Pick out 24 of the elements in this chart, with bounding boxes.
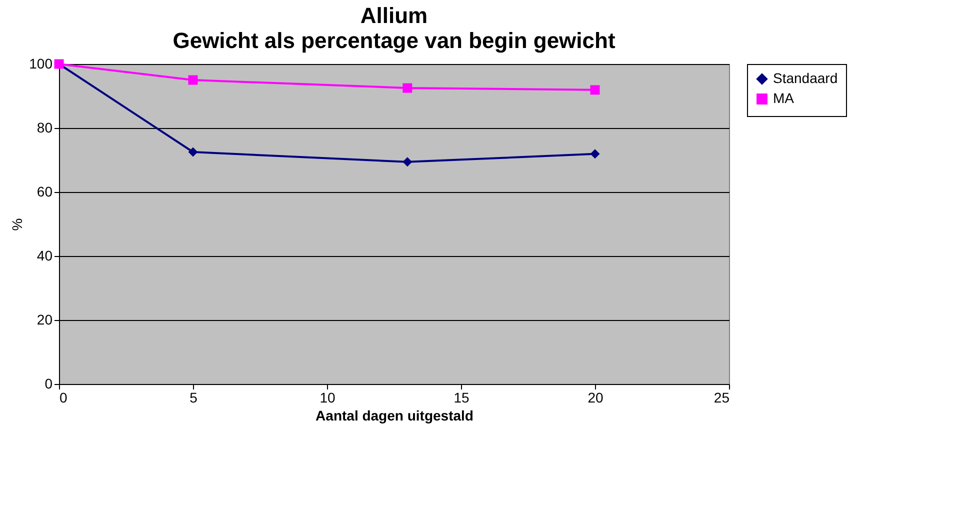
- point: [402, 83, 412, 93]
- x-tick-label: 25: [714, 390, 730, 406]
- y-axis-title: %: [9, 218, 26, 231]
- y-tick-label: 80: [36, 120, 53, 136]
- point: [188, 147, 198, 157]
- y-tick-label: 100: [29, 56, 53, 72]
- chart-subtitle: Gewicht als percentage van begin gewicht: [172, 28, 616, 53]
- y-tick-label: 60: [36, 184, 53, 200]
- legend-label: Standaard: [773, 70, 838, 86]
- x-tick-label: 15: [454, 390, 470, 406]
- point: [590, 149, 600, 159]
- x-tick-label: 20: [588, 390, 604, 406]
- x-tick-label: 0: [60, 390, 68, 406]
- chart-title: Allium: [360, 3, 428, 28]
- x-axis-title: Aantal dagen uitgestald: [316, 408, 474, 424]
- y-tick-label: 20: [36, 312, 53, 328]
- point: [402, 157, 412, 167]
- y-tick-label: 0: [44, 376, 53, 392]
- x-tick-label: 5: [190, 390, 198, 406]
- point: [188, 75, 198, 85]
- y-tick-label: 40: [36, 248, 53, 264]
- x-tick-label: 10: [320, 390, 336, 406]
- point: [590, 85, 600, 95]
- legend-label: MA: [773, 90, 795, 106]
